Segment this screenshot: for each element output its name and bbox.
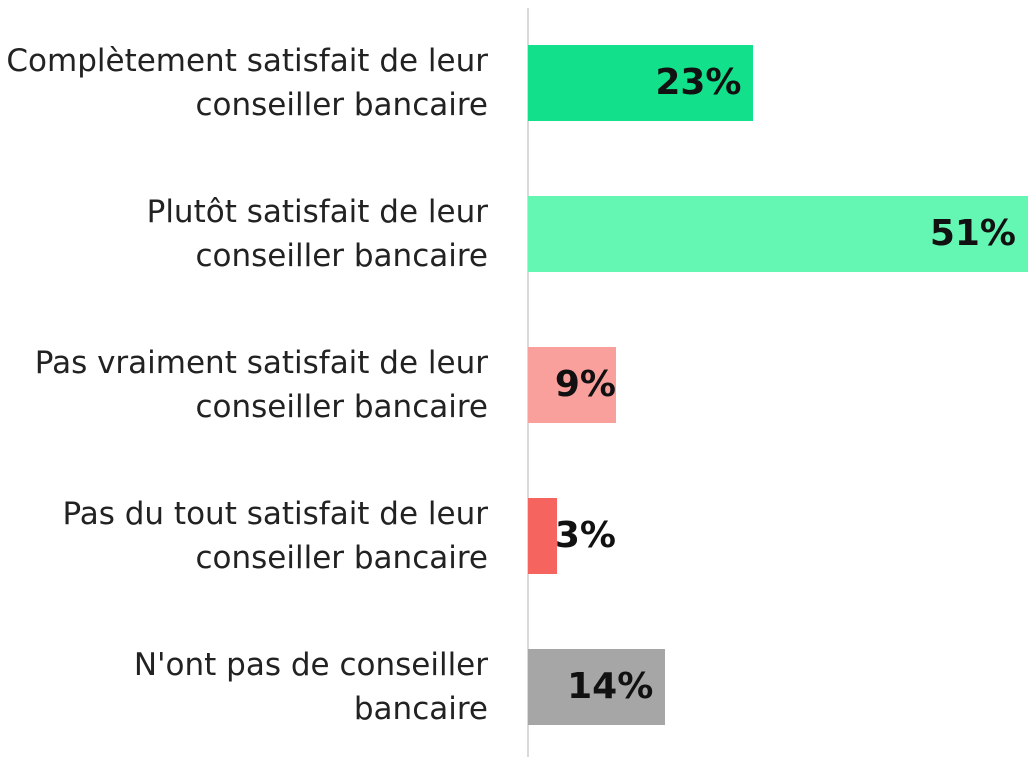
category-label: Plutôt satisfait de leur conseiller banc…: [146, 194, 488, 274]
category-label: Complètement satisfait de leur conseille…: [6, 43, 488, 123]
category-label: N'ont pas de conseiller bancaire: [133, 647, 488, 727]
value-label: 9%: [554, 364, 616, 405]
value-label: 14%: [567, 666, 654, 707]
value-label: 51%: [929, 213, 1016, 254]
category-label: Pas du tout satisfait de leur conseiller…: [62, 496, 488, 576]
bar: [528, 498, 558, 574]
bar: [528, 45, 754, 121]
bar: [528, 347, 617, 423]
value-label: 23%: [655, 62, 742, 103]
bar: [528, 649, 666, 725]
category-label: Pas vraiment satisfait de leur conseille…: [34, 345, 488, 425]
bar: [528, 196, 1028, 272]
value-label: 3%: [554, 515, 616, 556]
